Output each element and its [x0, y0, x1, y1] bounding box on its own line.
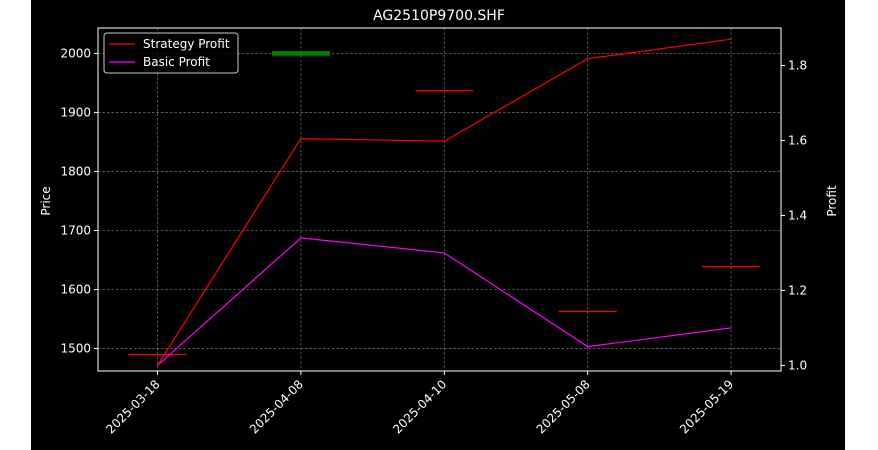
y2-tick-label: 1.0 [788, 358, 807, 372]
y-tick-label: 1900 [60, 105, 91, 119]
price-candle [702, 265, 761, 268]
plot-frame [97, 27, 782, 372]
series-line [157, 237, 732, 366]
series-line [156, 38, 732, 366]
y-tick-label: 2000 [60, 46, 91, 60]
profit-lines [156, 38, 732, 366]
legend-label: Basic Profit [143, 55, 210, 69]
legend-label: Strategy Profit [143, 37, 230, 51]
y2-tick-label: 1.6 [788, 133, 807, 147]
figure-background [31, 0, 845, 450]
y2-tick-label: 1.8 [788, 58, 807, 72]
price-candle [128, 353, 187, 356]
y-axis-label: Price [39, 186, 53, 215]
price-candle [415, 89, 474, 92]
y-tick-label: 1500 [60, 342, 91, 356]
price-candle [558, 310, 617, 312]
legend: Strategy Profit Basic Profit [103, 32, 239, 74]
y2-tick-label: 1.4 [788, 208, 807, 222]
price-candle [271, 51, 330, 56]
y2-axis-label: Profit [825, 185, 839, 217]
legend-box [103, 32, 239, 74]
y-tick-label: 1800 [60, 164, 91, 178]
chart-title: AG2510P9700.SHF [373, 8, 505, 24]
y-tick-label: 1700 [60, 223, 91, 237]
y2-tick-label: 1.2 [788, 283, 807, 297]
y-tick-label: 1600 [60, 283, 91, 297]
price-candles [128, 51, 761, 356]
